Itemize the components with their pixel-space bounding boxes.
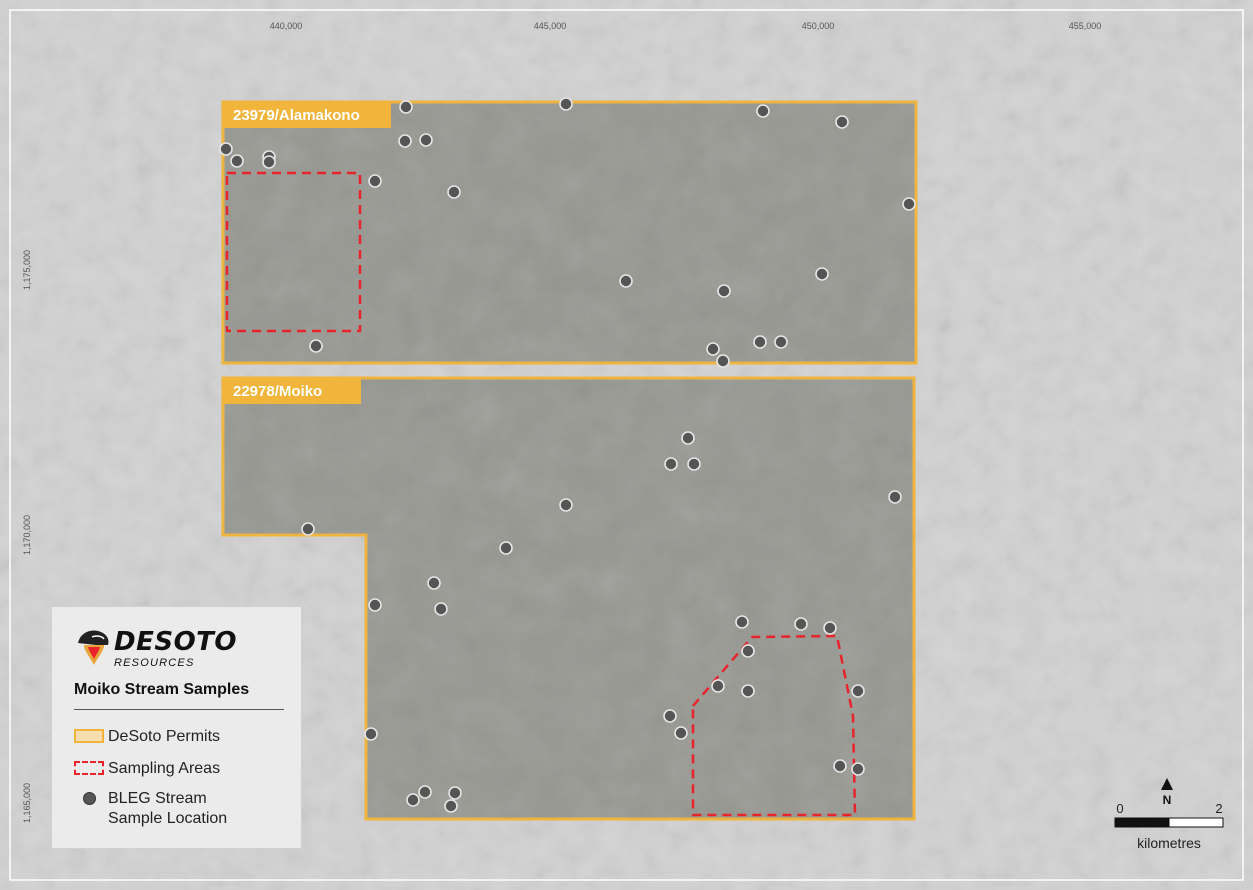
sampling-area-swatch-icon: [74, 759, 108, 779]
bleg-sample-point[interactable]: [559, 97, 573, 111]
scale-max-label: 2: [1215, 801, 1222, 816]
bleg-sample-point[interactable]: [716, 354, 730, 368]
scale-bar: 0 2 kilometres: [1114, 801, 1224, 851]
permit-alamakono-label: 23979/Alamakono: [233, 107, 360, 124]
bleg-sample-point[interactable]: [706, 342, 720, 356]
permit-moiko-tag: [223, 378, 361, 404]
bleg-sample-point[interactable]: [398, 134, 412, 148]
bleg-sample-point[interactable]: [434, 602, 448, 616]
north-arrow-icon: [1161, 778, 1173, 790]
legend-panel: DESOTO RESOURCES Moiko Stream Samples De…: [51, 606, 302, 849]
bleg-sample-point[interactable]: [368, 598, 382, 612]
north-label: N: [1163, 793, 1172, 807]
sampling-areas-layer: [225, 171, 857, 817]
bleg-sample-point[interactable]: [418, 785, 432, 799]
bleg-sample-point[interactable]: [309, 339, 323, 353]
bleg-sample-point[interactable]: [711, 679, 725, 693]
legend-item-permits: DeSoto Permits: [74, 727, 220, 747]
bleg-sample-point[interactable]: [419, 133, 433, 147]
bleg-sample-point[interactable]: [774, 335, 788, 349]
legend-item-samples-label: BLEG Stream Sample Location: [108, 789, 227, 829]
bleg-sample-point[interactable]: [301, 522, 315, 536]
bleg-sample-point[interactable]: [664, 457, 678, 471]
easting-label-450000: 450,000: [802, 21, 835, 31]
bleg-sample-point[interactable]: [835, 115, 849, 129]
bleg-sample-point[interactable]: [851, 684, 865, 698]
northing-label-1170000: 1,170,000: [22, 515, 32, 555]
bleg-sample-point[interactable]: [902, 197, 916, 211]
bleg-sample-point[interactable]: [753, 335, 767, 349]
logo-wordmark: DESOTO: [114, 627, 238, 657]
scale-segment-black: [1114, 817, 1170, 828]
bleg-sample-point[interactable]: [427, 576, 441, 590]
northing-label-1175000: 1,175,000: [22, 250, 32, 290]
bleg-sample-point[interactable]: [448, 786, 462, 800]
bleg-sample-point[interactable]: [756, 104, 770, 118]
permit-alamakono-tag: [223, 102, 391, 128]
bleg-sample-point[interactable]: [406, 793, 420, 807]
scale-segment-white: [1168, 817, 1224, 828]
bleg-sample-point[interactable]: [741, 644, 755, 658]
permit-labels: 23979/Alamakono 22978/Moiko: [223, 102, 391, 404]
bleg-sample-point[interactable]: [364, 727, 378, 741]
legend-divider: [74, 709, 284, 710]
easting-label-455000: 455,000: [1069, 21, 1102, 31]
legend-item-samples-line1: BLEG Stream: [108, 790, 207, 807]
bleg-sample-point[interactable]: [741, 684, 755, 698]
bleg-sample-point[interactable]: [262, 155, 276, 169]
northing-label-1165000: 1,165,000: [22, 783, 32, 823]
sampling-area-southeast[interactable]: [691, 634, 857, 817]
bleg-sample-point[interactable]: [444, 799, 458, 813]
bleg-sample-point[interactable]: [687, 457, 701, 471]
bleg-sample-point[interactable]: [368, 174, 382, 188]
grid-labels: 440,000 445,000 450,000 455,000 1,175,00…: [22, 21, 1101, 823]
bleg-sample-point[interactable]: [219, 142, 233, 156]
permit-moiko-label: 22978/Moiko: [233, 383, 322, 400]
bleg-sample-point[interactable]: [674, 726, 688, 740]
sample-dot-icon: [74, 789, 108, 809]
bleg-sample-point[interactable]: [823, 621, 837, 635]
scale-unit-label: kilometres: [1137, 835, 1201, 851]
bleg-sample-point[interactable]: [888, 490, 902, 504]
desoto-logo-icon: [78, 630, 109, 665]
bleg-sample-point[interactable]: [399, 100, 413, 114]
north-arrow: N: [1161, 778, 1173, 807]
sample-points-layer: [219, 97, 916, 813]
bleg-sample-point[interactable]: [794, 617, 808, 631]
easting-label-445000: 445,000: [534, 21, 567, 31]
map-neatline: [9, 9, 1244, 881]
bleg-sample-point[interactable]: [447, 185, 461, 199]
bleg-sample-point[interactable]: [735, 615, 749, 629]
scale-min-label: 0: [1116, 801, 1123, 816]
bleg-sample-point[interactable]: [619, 274, 633, 288]
bleg-sample-point[interactable]: [833, 759, 847, 773]
bleg-sample-point[interactable]: [717, 284, 731, 298]
legend-item-sampling: Sampling Areas: [74, 759, 220, 779]
bleg-sample-point[interactable]: [851, 762, 865, 776]
bleg-sample-point[interactable]: [815, 267, 829, 281]
sampling-area-west[interactable]: [225, 171, 362, 333]
legend-title: Moiko Stream Samples: [74, 681, 250, 698]
legend-item-samples: BLEG Stream Sample Location: [74, 789, 227, 829]
bleg-sample-point[interactable]: [663, 709, 677, 723]
legend-item-sampling-label: Sampling Areas: [108, 760, 221, 777]
bleg-sample-point[interactable]: [499, 541, 513, 555]
legend-item-permits-label: DeSoto Permits: [108, 728, 221, 745]
bleg-sample-point[interactable]: [681, 431, 695, 445]
permit-swatch-icon: [74, 727, 108, 747]
bleg-sample-point[interactable]: [559, 498, 573, 512]
bleg-sample-point[interactable]: [230, 154, 244, 168]
logo-subtext: RESOURCES: [114, 657, 195, 669]
easting-label-440000: 440,000: [270, 21, 303, 31]
legend-item-samples-line2: Sample Location: [108, 810, 228, 827]
desoto-logo: DESOTO RESOURCES: [74, 623, 274, 669]
